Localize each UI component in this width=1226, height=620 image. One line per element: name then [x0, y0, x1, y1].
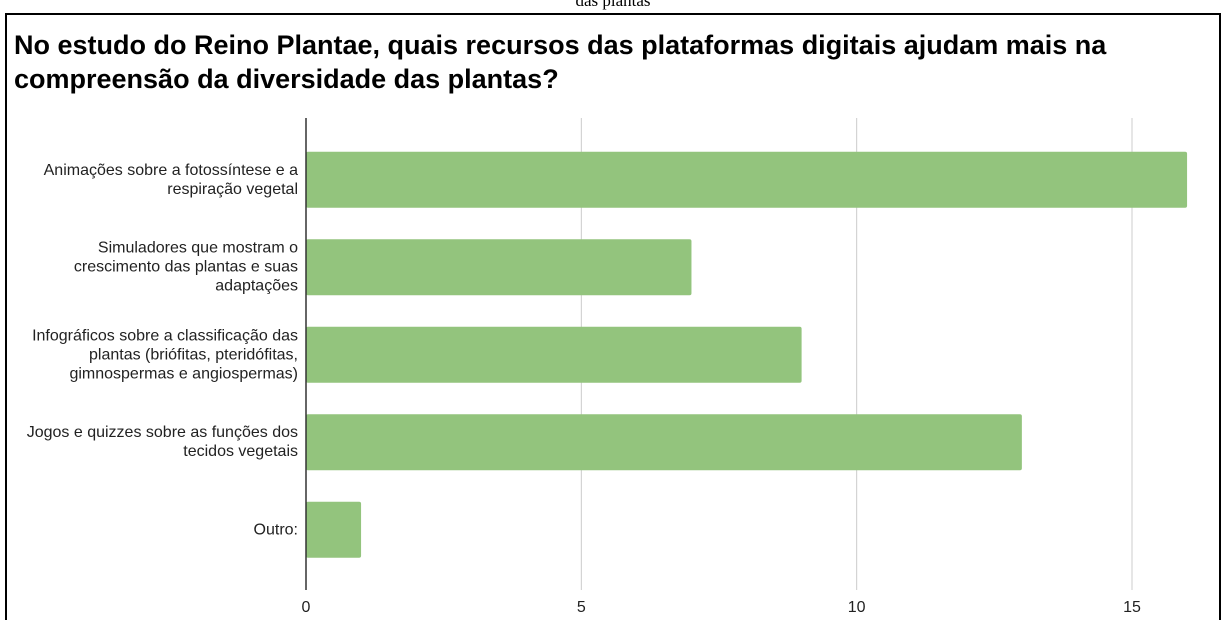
frame	[5, 13, 1221, 620]
y-tick-label: Simuladores que mostram o crescimento da…	[73, 239, 298, 295]
caption: das plantas	[575, 0, 651, 10]
y-tick-label: Outro:	[253, 521, 298, 539]
y-tick-label: Jogos e quizzes sobre as funções dos tec…	[26, 424, 298, 461]
x-tick-label: 5	[577, 599, 586, 616]
bar	[306, 414, 1022, 471]
y-tick-label: Infográficos sobre a classificação das p…	[32, 327, 298, 383]
x-tick-label: 0	[302, 599, 311, 616]
y-tick-label: Animações sobre a fotossíntese e a respi…	[43, 161, 298, 198]
bar	[306, 239, 692, 296]
bar	[306, 501, 362, 558]
bar	[306, 151, 1188, 208]
x-tick-label: 15	[1123, 599, 1141, 616]
bar	[306, 326, 802, 383]
chart-title: No estudo do Reino Plantae, quais recurs…	[14, 30, 1107, 94]
x-tick-label: 10	[848, 599, 866, 616]
